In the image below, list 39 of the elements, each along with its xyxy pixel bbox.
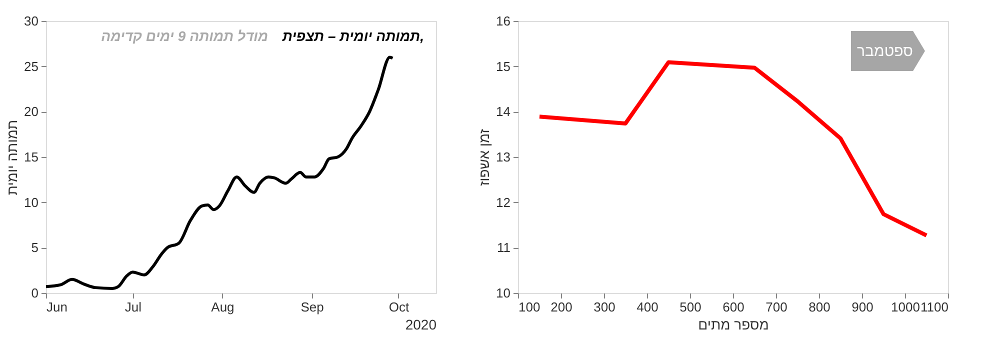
x-tick-label: Sep — [300, 300, 324, 314]
y-tick-label: 14 — [496, 104, 510, 120]
y-tick-label: 15 — [496, 58, 510, 74]
x-tick-label: 800 — [808, 300, 830, 314]
y-tick-label: 0 — [31, 286, 38, 300]
y-tick-label: 30 — [24, 14, 38, 28]
x-tick-label: Jul — [124, 300, 142, 314]
y-axis-title: זמן אשפוז — [476, 128, 492, 186]
x-tick-label: 1000 — [891, 300, 920, 314]
x-tick-label: Aug — [211, 300, 234, 314]
y-tick-label: 15 — [24, 150, 38, 164]
y-tick-label: 12 — [496, 194, 510, 210]
x-axis-title: מספר מתים — [698, 316, 769, 332]
y-tick-label: 25 — [24, 58, 38, 74]
text: מודל תמותה 9 ימים קדימה — [101, 28, 268, 44]
y-tick-label: 20 — [24, 104, 38, 120]
x-tick-label: 100 — [518, 300, 540, 314]
x-tick-label: 600 — [722, 300, 744, 314]
x-tick-label: 500 — [680, 300, 702, 314]
x-tick-label: 700 — [766, 300, 788, 314]
x-tick-label: 400 — [636, 300, 658, 314]
y-tick-label: 5 — [31, 240, 38, 256]
x-tick-label: Jun — [46, 300, 68, 314]
x-tick-label: Oct — [388, 300, 410, 314]
x-tick-label: 1100 — [920, 300, 948, 314]
y-tick-label: 10 — [496, 286, 510, 300]
line-series — [538, 60, 928, 238]
x-axis-title: 2020 — [405, 316, 437, 332]
text: תמותה יומית – תצפית, — [281, 28, 424, 44]
x-tick-label: 300 — [594, 300, 616, 314]
x-tick-label: 900 — [852, 300, 874, 314]
line-series — [44, 56, 394, 290]
y-tick-label: 10 — [24, 194, 38, 210]
annotation: ספטמבר — [857, 43, 914, 60]
y-tick-label: 13 — [496, 150, 510, 164]
y-axis-title: תמותה יומית — [4, 120, 20, 196]
x-tick-label: 200 — [550, 300, 572, 314]
y-tick-label: 11 — [497, 240, 510, 256]
y-tick-label: 16 — [496, 14, 510, 28]
